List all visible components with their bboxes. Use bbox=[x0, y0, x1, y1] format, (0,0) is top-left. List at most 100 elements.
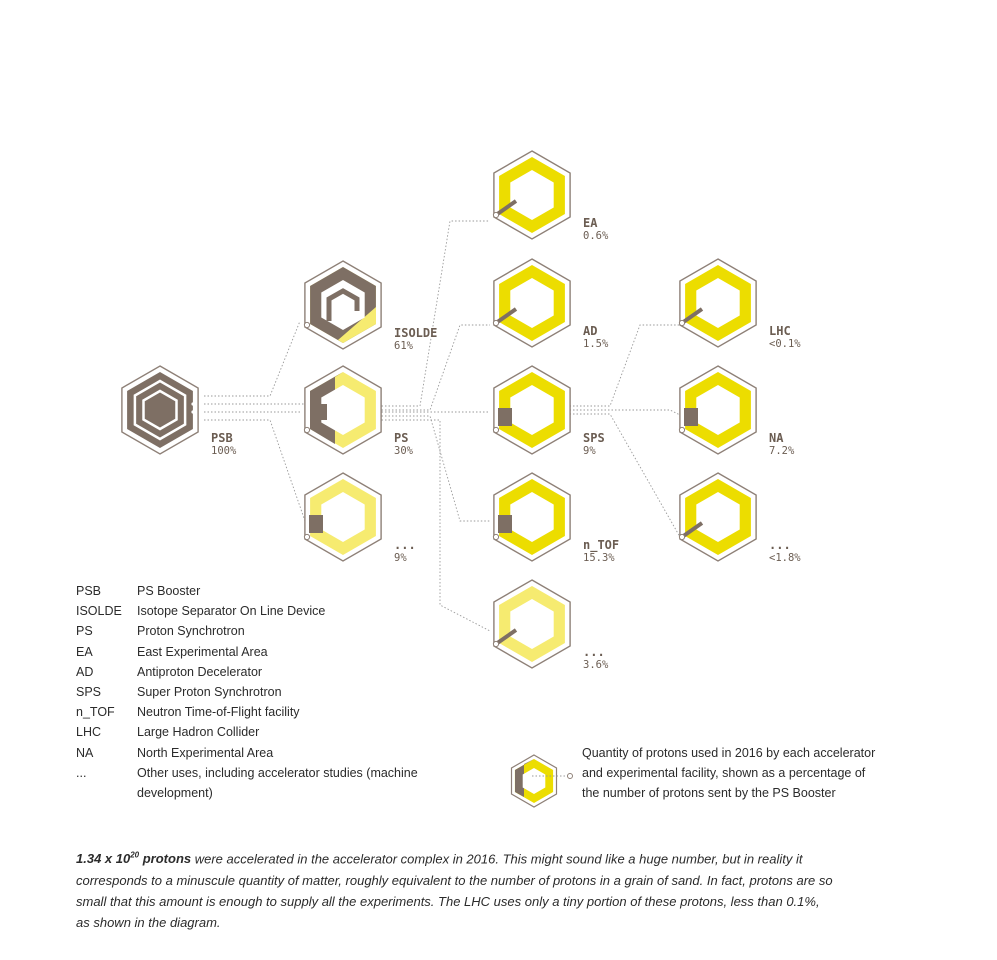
beam-connectors bbox=[204, 220, 691, 632]
node-used-share bbox=[498, 408, 512, 426]
legend-row: EA East Experimental Area bbox=[76, 642, 476, 662]
node-percentage: 9% bbox=[583, 445, 596, 457]
footnote-highlight: 1.34 x 1020 protons bbox=[76, 851, 192, 867]
node-ring bbox=[142, 389, 178, 431]
beam-port bbox=[492, 533, 500, 541]
node-name: PSB bbox=[211, 431, 233, 445]
node-used-share bbox=[498, 515, 512, 533]
accelerator-nodes: PSB100%ISOLDE61%PS30%...9%EA0.6%AD1.5%SP… bbox=[121, 150, 801, 671]
node-name: ... bbox=[583, 645, 605, 659]
node-name: ... bbox=[769, 538, 791, 552]
node-core-hexagon bbox=[510, 385, 554, 435]
footnote: 1.34 x 1020 protons were accelerated in … bbox=[76, 845, 836, 934]
node-lhc-other: ...<1.8% bbox=[678, 472, 801, 564]
beam-port bbox=[678, 533, 686, 541]
legend-description: Other uses, including accelerator studie… bbox=[137, 765, 418, 801]
node-percentage: 15.3% bbox=[583, 552, 615, 564]
node-percentage: 3.6% bbox=[583, 659, 609, 671]
beam-port bbox=[492, 319, 500, 327]
legend-row: ... Other uses, including accelerator stu… bbox=[76, 763, 476, 803]
node-percentage: <1.8% bbox=[769, 552, 801, 564]
node-name: EA bbox=[583, 216, 598, 230]
legend-description: Large Hadron Collider bbox=[137, 725, 260, 740]
legend-abbreviation: ... bbox=[76, 765, 87, 780]
node-lhc: LHC<0.1% bbox=[678, 258, 801, 350]
node-core-hexagon bbox=[696, 385, 740, 435]
node-ad: AD1.5% bbox=[492, 258, 609, 350]
beam-port bbox=[191, 402, 195, 406]
node-percentage: 100% bbox=[211, 445, 237, 457]
legend-abbreviation: n_TOF bbox=[76, 705, 115, 720]
node-sps-other: ...3.6% bbox=[492, 579, 609, 671]
node-percentage: 30% bbox=[394, 445, 414, 457]
node-name: n_TOF bbox=[583, 538, 619, 553]
legend-abbreviation: AD bbox=[76, 664, 94, 679]
legend-row: SPS Super Proton Synchrotron bbox=[76, 682, 476, 702]
node-ps-other: ...9% bbox=[303, 472, 416, 564]
beam-line bbox=[204, 320, 301, 397]
node-used-share bbox=[494, 628, 518, 646]
legend-row: NA North Experimental Area bbox=[76, 743, 476, 763]
legend-row: AD Antiproton Decelerator bbox=[76, 662, 476, 682]
legend-description: Antiproton Decelerator bbox=[137, 664, 263, 679]
node-name: LHC bbox=[769, 324, 791, 338]
node-name: NA bbox=[769, 431, 784, 445]
legend-description: Proton Synchrotron bbox=[137, 624, 245, 639]
node-name: ... bbox=[394, 538, 416, 552]
legend-abbreviation: ISOLDE bbox=[76, 604, 122, 619]
node-na: NA7.2% bbox=[678, 365, 795, 457]
beam-port bbox=[492, 426, 500, 434]
legend-description: Neutron Time-of-Flight facility bbox=[137, 705, 300, 720]
legend-row: PS Proton Synchrotron bbox=[76, 621, 476, 641]
node-name: SPS bbox=[583, 431, 605, 445]
node-used-share bbox=[684, 408, 698, 426]
node-ea: EA0.6% bbox=[492, 150, 609, 242]
legend-row: PSB PS Booster bbox=[76, 581, 476, 601]
legend-abbreviation: EA bbox=[76, 644, 93, 659]
node-used-share bbox=[321, 404, 327, 420]
beam-port bbox=[492, 211, 500, 219]
legend-core-hexagon bbox=[522, 768, 546, 794]
legend-row: ISOLDE Isotope Separator On Line Device bbox=[76, 601, 476, 621]
node-name: AD bbox=[583, 324, 597, 338]
beam-port bbox=[678, 426, 686, 434]
legend-hexagon-icon bbox=[510, 754, 573, 808]
node-percentage: 7.2% bbox=[769, 445, 795, 457]
legend-abbreviation: PSB bbox=[76, 584, 102, 598]
legend-explanation: Quantity of protons used in 2016 by each… bbox=[582, 746, 876, 801]
node-name: ISOLDE bbox=[394, 326, 437, 340]
node-core-hexagon bbox=[510, 170, 554, 220]
beam-port bbox=[191, 410, 195, 414]
legend-row: LHC Large Hadron Collider bbox=[76, 722, 476, 742]
abbreviation-legend: PSB PS Booster ISOLDE Isotope Separator On … bbox=[76, 581, 476, 803]
node-name: PS bbox=[394, 431, 408, 445]
node-core-hexagon bbox=[696, 278, 740, 328]
node-core-hexagon bbox=[510, 599, 554, 649]
node-core-hexagon bbox=[321, 492, 365, 542]
node-core-hexagon bbox=[321, 280, 365, 330]
legend-description: PS Booster bbox=[137, 584, 201, 598]
beam-line bbox=[204, 419, 306, 522]
node-core-hexagon bbox=[510, 492, 554, 542]
node-used-share bbox=[494, 307, 518, 325]
node-percentage: <0.1% bbox=[769, 338, 801, 350]
legend-description: East Experimental Area bbox=[137, 644, 268, 659]
legend-abbreviation: SPS bbox=[76, 685, 102, 700]
beam-port bbox=[492, 640, 500, 648]
node-used-share bbox=[309, 515, 323, 533]
node-core-hexagon bbox=[696, 492, 740, 542]
legend-description: North Experimental Area bbox=[137, 745, 274, 760]
legend-used-share bbox=[515, 759, 534, 797]
legend-row: n_TOF Neutron Time-of-Flight facility bbox=[76, 702, 476, 722]
node-ring bbox=[133, 379, 187, 441]
node-used-share bbox=[494, 199, 518, 217]
node-core-hexagon bbox=[321, 385, 365, 435]
beam-port bbox=[303, 321, 311, 329]
node-percentage: 9% bbox=[394, 552, 407, 564]
node-inner-arc bbox=[326, 288, 360, 321]
node-core-hexagon bbox=[510, 278, 554, 328]
